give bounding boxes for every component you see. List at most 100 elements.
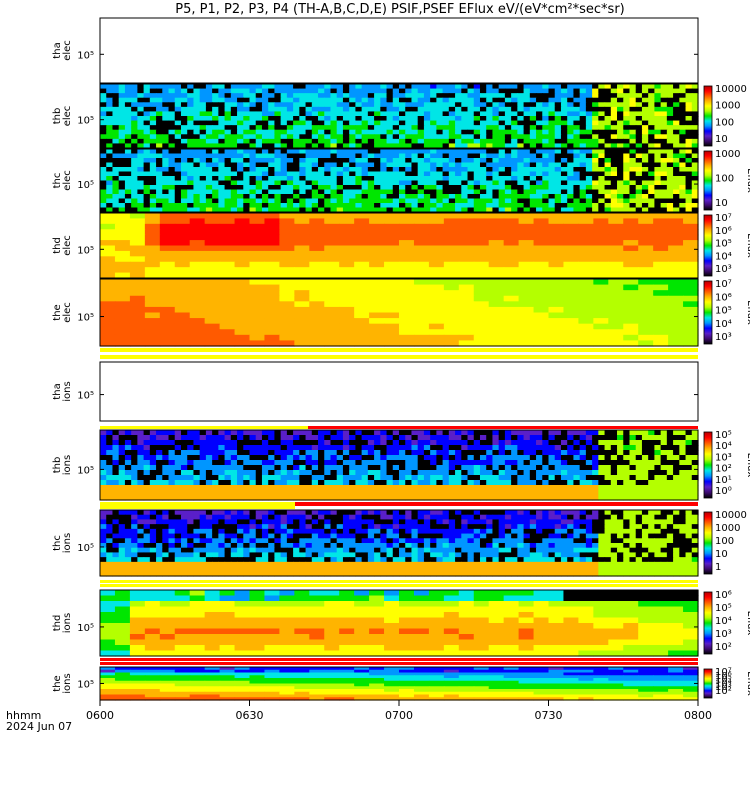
panel-frame: [99, 429, 699, 501]
quality-stripe: [100, 658, 698, 661]
panel-ylabel: thdions: [52, 613, 73, 633]
colorbar-thc-elec: [703, 150, 713, 211]
panel-ylabel: thaions: [52, 381, 73, 401]
y-tick-label: 10⁵: [77, 50, 94, 61]
colorbar-label: 10⁵: [715, 239, 732, 250]
colorbar-title: Eflux: [745, 453, 750, 478]
colorbar-label: 1000: [715, 149, 740, 160]
colorbar-label: 10: [715, 134, 728, 145]
colorbar-label: 10²: [715, 642, 732, 653]
colorbar-thd-elec: [703, 214, 713, 277]
panel-ylabel: thcions: [52, 533, 73, 553]
y-tick-label: 10⁵: [77, 116, 94, 127]
colorbar-label: 100: [715, 174, 734, 185]
y-tick-label: 10⁵: [77, 465, 94, 476]
colorbar-label: 10⁶: [715, 292, 732, 303]
quality-stripe: [100, 348, 698, 352]
panels-group: thaelec 10⁵ 10000 1000 100 10 thbelec 10⁵ 1000 10…: [52, 17, 750, 701]
y-tick-label: 10⁵: [77, 180, 94, 191]
quality-stripe: [100, 502, 295, 506]
quality-stripe: [308, 426, 698, 429]
colorbar-label: 10³: [715, 682, 732, 693]
colorbar-label: 10³: [715, 629, 732, 640]
colorbar-label: 10⁷: [715, 667, 732, 678]
quality-stripe: [295, 502, 698, 506]
colorbar-title: Eflux: [745, 233, 750, 258]
panel-ylabel: thbelec: [52, 106, 73, 127]
x-axis-label: hhmm: [6, 709, 41, 722]
quality-stripe: [100, 584, 698, 587]
panel-ylabel: thcelec: [52, 170, 73, 191]
panel-frame: [99, 361, 699, 422]
panel-ylabel: thbions: [52, 455, 73, 475]
colorbar-label: 10: [715, 198, 728, 209]
colorbar-label: 10⁷: [715, 213, 732, 224]
colorbar-label: 10000: [715, 510, 747, 521]
panel-frame: [99, 589, 699, 657]
colorbar-label: 10¹: [715, 475, 732, 486]
colorbar-thd-ions: [703, 591, 713, 655]
panel-frame: [99, 212, 699, 279]
quality-stripe: [100, 426, 308, 429]
colorbar-label: 10³: [715, 332, 732, 343]
panel-frame: [99, 17, 699, 84]
panel-ylabel: theelec: [52, 302, 73, 323]
x-tick-label: 0800: [684, 709, 712, 722]
quality-stripe: [100, 355, 698, 359]
date-label: 2024 Jun 07: [6, 720, 72, 733]
panel-frame: [99, 278, 699, 347]
y-tick-label: 10⁵: [77, 245, 94, 256]
quality-stripe: [100, 580, 698, 583]
colorbar-label: 100: [715, 536, 734, 547]
colorbar-label: 10⁴: [715, 319, 732, 330]
y-tick-label: 10⁵: [77, 313, 94, 324]
colorbar-label: 10⁴: [715, 678, 732, 689]
colorbar-label: 10⁵: [715, 430, 732, 441]
panel-frame: [99, 148, 699, 213]
colorbar-label: 10⁵: [715, 306, 732, 317]
colorbar-label: 10⁰: [715, 486, 732, 497]
chart-title: P5, P1, P2, P3, P4 (TH-A,B,C,D,E) PSIF,P…: [175, 2, 624, 17]
colorbar-label: 100: [715, 117, 734, 128]
panel-the-elec: 10⁷ 10⁶ 10⁵ 10⁴ 10³ Eflux theelec 10⁵: [52, 278, 750, 347]
x-axis: 0600 0630 0700 0730 0800: [86, 700, 712, 722]
colorbar-the-elec: [703, 280, 713, 345]
panel-tha-elec: thaelec 10⁵: [52, 17, 699, 84]
colorbar-label: 10⁴: [715, 616, 732, 627]
colorbar-title: Eflux: [745, 671, 750, 696]
colorbar-label: 1: [715, 562, 721, 573]
colorbar-label: 10⁴: [715, 251, 732, 262]
colorbar-label: 10⁵: [715, 675, 732, 686]
panel-thb-elec: 10000 1000 100 10 thbelec 10⁵: [52, 83, 747, 149]
colorbar-label: 10⁴: [715, 441, 732, 452]
panel-thc-ions: 10000 1000 100 10 1 thcions 10⁵: [52, 509, 747, 577]
colorbar-label: 10²: [715, 686, 732, 697]
colorbar-label: 10⁶: [715, 590, 732, 601]
panel-ylabel: thdelec: [52, 235, 73, 256]
panel-tha-ions: thaions 10⁵: [52, 361, 699, 422]
x-tick-label: 0630: [236, 709, 264, 722]
panel-thd-ions: 10⁶ 10⁵ 10⁴ 10³ 10² Eflux thdions 10⁵: [52, 589, 750, 657]
quality-stripe: [100, 352, 698, 355]
colorbar-label: 10²: [715, 464, 732, 475]
colorbar-label: 10⁷: [715, 279, 732, 290]
colorbar-label: 10⁶: [715, 671, 732, 682]
colorbar-title: Eflux: [745, 611, 750, 636]
x-tick-label: 0700: [385, 709, 413, 722]
colorbar-title: Eflux: [745, 300, 750, 325]
colorbar-label: 10⁵: [715, 603, 732, 614]
colorbar-label: 10: [715, 549, 728, 560]
y-tick-label: 10⁵: [77, 679, 94, 690]
y-tick-label: 10⁵: [77, 391, 94, 402]
panel-ylabel: thaelec: [52, 40, 73, 61]
panel-ylabel: theions: [52, 673, 73, 693]
colorbar-the-ions: [703, 668, 713, 699]
colorbar-label: 1000: [715, 523, 740, 534]
quality-stripe: [100, 662, 698, 665]
colorbar-thb-elec: [703, 85, 713, 147]
panel-frame: [99, 83, 699, 149]
